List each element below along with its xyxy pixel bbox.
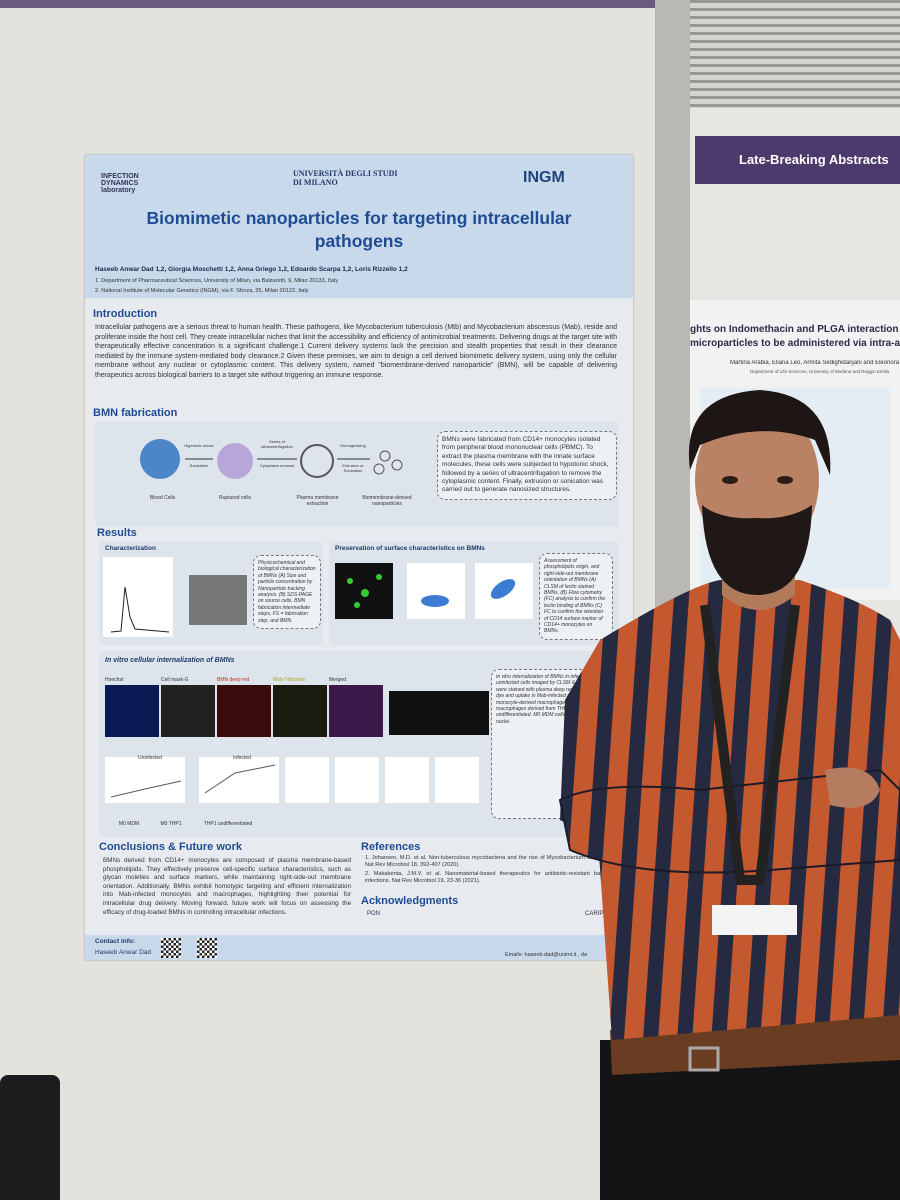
reference: 2. Makabenta, J.M.V. et al. Nanomaterial…: [365, 871, 615, 885]
uptake-curves: [110, 764, 276, 798]
micrograph: [329, 685, 383, 737]
contact-heading: Contact info:: [95, 938, 136, 945]
conclusions-text: BMNs derived from CD14+ monocytes are co…: [103, 857, 351, 916]
authors: Haseeb Anwar Dad 1,2, Giorgia Moschetti …: [95, 266, 408, 273]
panel-title: Characterization: [105, 545, 156, 552]
nta-curve: [110, 586, 170, 633]
nanoparticle-icons: [373, 450, 403, 475]
wall-strip: [0, 0, 655, 8]
fc-population: [490, 579, 516, 599]
panel: In vitro cellular internalization of BMN…: [99, 651, 619, 837]
fc-population: [421, 595, 449, 607]
subpanel-label: Infected: [233, 755, 251, 761]
channel-label: BMN deep red: [217, 677, 250, 683]
legend-entry: THP1 undifferentiated: [203, 821, 253, 827]
sponsor-logo: CARIPLO: [585, 911, 612, 917]
section-heading: References: [361, 841, 421, 853]
green-dots: [347, 574, 382, 608]
panel: Preservation of surface characteristics …: [329, 541, 619, 645]
logo: UNIVERSITÀ DEGLI STUDI DI MILANO: [293, 169, 398, 187]
affiliation: 2. National Institute of Molecular Genet…: [95, 288, 309, 294]
contact-name: Haseeb Anwar Dad: [95, 949, 152, 956]
banner: Late-Breaking Abstracts: [695, 136, 900, 184]
sponsor-logo: PON: [367, 911, 381, 917]
vent: [690, 0, 900, 108]
micrograph: [105, 685, 159, 737]
intro-text: Intracellular pathogens are a serious th…: [95, 324, 617, 379]
panel-figure: [105, 685, 489, 803]
eye: [777, 476, 793, 484]
fabrication-box: Blood Cells Ruptured cells Plasma membra…: [95, 421, 619, 527]
channel-label: Cell mask-G: [161, 677, 189, 683]
qr-code: [161, 938, 181, 958]
cell-icon: [217, 443, 253, 479]
logo: INFECTION DYNAMICS laboratory: [101, 173, 139, 194]
subpanel-label: Uninfected: [138, 755, 162, 761]
section-heading: BMN fabrication: [93, 407, 178, 419]
poster-title: Biomimetic nanoparticles for targeting i…: [146, 208, 572, 251]
beard: [702, 505, 812, 595]
neighbor-title: ghts on Indomethacin and PLGA interactio…: [690, 324, 900, 335]
panel-figure: [335, 563, 533, 619]
eye: [722, 476, 738, 484]
micrograph: [161, 685, 215, 737]
contact-email: Emails: haseeb.dad@unimi.it , da: [505, 952, 588, 958]
gel-image: [189, 575, 247, 625]
panel-figure: [103, 557, 247, 637]
hair: [688, 390, 831, 475]
arrow-label: Sonication: [189, 463, 209, 468]
step-label: Ruptured cells: [219, 495, 251, 501]
section-heading: Conclusions & Future work: [99, 841, 243, 853]
section-heading: Acknowledgments: [361, 895, 459, 907]
panel-caption: Assessment of phospholipids origin, and …: [539, 553, 613, 640]
step-label: Plasma membrane extraction: [296, 495, 339, 507]
arrow-label: Extrusion or Sonication: [342, 463, 364, 473]
arrow-label: Homogenizing: [340, 443, 366, 448]
section-heading: Introduction: [93, 308, 158, 320]
micrograph: [389, 691, 489, 735]
step-label: Biomembrane-derived nanoparticles: [362, 495, 412, 507]
neighbor-affiliation: Department of Life Sciences, University …: [750, 369, 890, 374]
panel-caption: Physicochemical and biological character…: [253, 555, 321, 630]
affiliation: 1. Department of Pharmaceutical Sciences…: [95, 278, 339, 284]
channel-label: Mab-Tdtomato: [273, 677, 306, 683]
section-heading: Results: [97, 527, 137, 539]
panel: Characterization Physicochemical and bio…: [99, 541, 323, 645]
buckle: [688, 1046, 720, 1072]
fabrication-diagram: [140, 439, 403, 479]
neighbor-authors: Martina Arabia, Eliana Leo, Armita Sedig…: [730, 360, 900, 366]
reference: 1. Johansen, M.D. et al. Non-tuberculous…: [365, 855, 615, 869]
qr-code: [197, 938, 217, 958]
nta-plot: [103, 557, 173, 637]
channel-label: Hoechst: [105, 677, 124, 683]
neighbor-title: microparticles to be administered via in…: [690, 338, 900, 349]
logo: INGM: [523, 169, 565, 186]
channel-label: Merged: [329, 677, 346, 683]
panel-title: In vitro cellular internalization of BMN…: [105, 657, 235, 664]
step-label: Blood Cells: [149, 495, 176, 501]
legend-entry: M0 THP1: [160, 821, 182, 827]
badge: [712, 905, 797, 935]
poster: INFECTION DYNAMICS laboratory UNIVERSITÀ…: [85, 155, 633, 960]
hand: [825, 767, 880, 808]
micrograph: [217, 685, 271, 737]
arrow-label: Cytoplasm removal: [259, 463, 295, 468]
bag: [0, 1075, 60, 1200]
plot-area: [105, 757, 479, 803]
fc-plot: [407, 563, 465, 619]
legend-entry: M0 MDM: [118, 821, 140, 827]
panel-title: Preservation of surface characteristics …: [335, 545, 485, 552]
arrow-label: Hypotonic shock: [184, 443, 214, 448]
cell-icon: [140, 439, 180, 479]
lanyard: [700, 604, 800, 885]
poster-header: [85, 155, 633, 298]
membrane-icon: [300, 444, 334, 478]
fabrication-text: BMNs were fabricated from CD14+ monocyte…: [437, 431, 617, 500]
arrow-label: Series of ultracentrifugation: [261, 439, 293, 449]
micrograph: [273, 685, 327, 737]
